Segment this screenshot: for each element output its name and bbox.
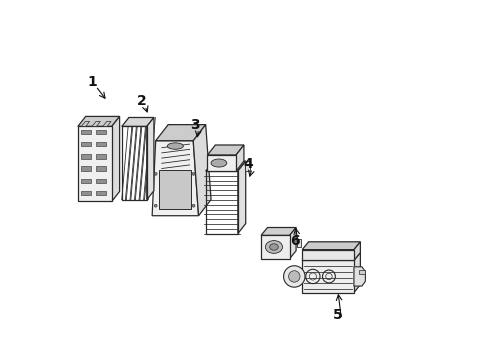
Polygon shape	[238, 161, 245, 234]
Polygon shape	[97, 154, 106, 158]
Polygon shape	[207, 155, 236, 171]
Polygon shape	[97, 130, 106, 134]
Polygon shape	[152, 141, 198, 216]
Polygon shape	[236, 145, 244, 171]
Polygon shape	[103, 121, 111, 126]
Polygon shape	[81, 142, 91, 147]
Text: 6: 6	[290, 234, 300, 248]
Polygon shape	[156, 125, 206, 141]
Ellipse shape	[266, 240, 283, 253]
Polygon shape	[290, 228, 296, 258]
Text: 2: 2	[137, 94, 147, 108]
Polygon shape	[302, 260, 354, 293]
Polygon shape	[354, 267, 366, 286]
Polygon shape	[297, 239, 301, 247]
Polygon shape	[112, 116, 120, 202]
Polygon shape	[245, 161, 249, 171]
Polygon shape	[81, 179, 91, 183]
Polygon shape	[81, 121, 90, 126]
Polygon shape	[81, 154, 91, 158]
Circle shape	[192, 204, 195, 207]
Circle shape	[192, 172, 195, 175]
Polygon shape	[354, 252, 360, 293]
Polygon shape	[92, 121, 100, 126]
Polygon shape	[193, 125, 211, 216]
Polygon shape	[81, 166, 91, 171]
Polygon shape	[78, 126, 112, 202]
Polygon shape	[302, 249, 354, 260]
Ellipse shape	[270, 244, 278, 250]
Polygon shape	[81, 191, 91, 195]
Polygon shape	[359, 270, 366, 274]
Polygon shape	[261, 235, 290, 258]
Circle shape	[284, 266, 305, 287]
Polygon shape	[97, 142, 106, 147]
Polygon shape	[97, 191, 106, 195]
Ellipse shape	[211, 159, 227, 167]
Polygon shape	[97, 179, 106, 183]
Text: 4: 4	[244, 157, 253, 171]
Polygon shape	[81, 130, 91, 134]
Text: 3: 3	[190, 118, 200, 132]
Polygon shape	[354, 242, 360, 260]
Polygon shape	[302, 242, 360, 249]
Polygon shape	[206, 161, 245, 171]
Text: 5: 5	[333, 308, 343, 322]
Polygon shape	[78, 116, 120, 126]
Polygon shape	[207, 145, 244, 155]
Polygon shape	[302, 252, 360, 260]
Polygon shape	[122, 117, 154, 126]
Polygon shape	[261, 228, 296, 235]
Polygon shape	[159, 170, 191, 209]
Circle shape	[289, 271, 300, 282]
Polygon shape	[147, 117, 154, 200]
Circle shape	[154, 172, 157, 175]
Text: 1: 1	[87, 75, 97, 89]
Ellipse shape	[167, 143, 183, 149]
Polygon shape	[97, 166, 106, 171]
Circle shape	[154, 204, 157, 207]
